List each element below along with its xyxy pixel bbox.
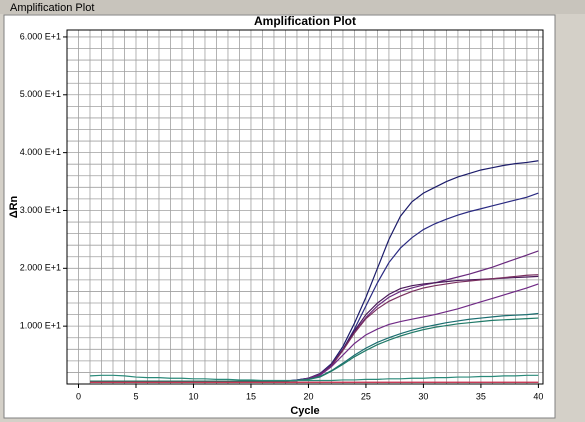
grid	[66, 30, 543, 385]
x-tick-label: 40	[533, 391, 543, 401]
x-tick-label: 15	[246, 391, 256, 401]
x-tick-label: 0	[76, 391, 81, 401]
x-tick-label: 10	[188, 391, 198, 401]
y-tick-label: 4.000 E+1	[20, 147, 61, 157]
y-tick-label: 6.000 E+1	[20, 31, 61, 41]
plot-lines	[89, 160, 539, 383]
y-tick-label: 3.000 E+1	[20, 205, 61, 215]
y-tick-label: 2.000 E+1	[20, 263, 61, 273]
amplification-curve	[90, 317, 539, 382]
y-axis-label: ΔRn	[8, 195, 20, 218]
panel	[3, 14, 556, 419]
x-tick-label: 30	[418, 391, 428, 401]
x-tick-label: 25	[361, 391, 371, 401]
x-tick-label: 35	[476, 391, 486, 401]
plot-frame	[66, 29, 544, 385]
y-tick-label: 1.000 E+1	[20, 321, 61, 331]
window-title: Amplification Plot	[10, 2, 94, 14]
y-tick-label: 5.000 E+1	[20, 89, 61, 99]
chart-title: Amplification Plot	[254, 14, 356, 28]
x-tick-label: 20	[303, 391, 313, 401]
x-axis-label: Cycle	[290, 405, 319, 417]
x-tick-label: 5	[133, 391, 138, 401]
title-bar	[0, 0, 585, 14]
amplification-curve	[89, 374, 539, 382]
